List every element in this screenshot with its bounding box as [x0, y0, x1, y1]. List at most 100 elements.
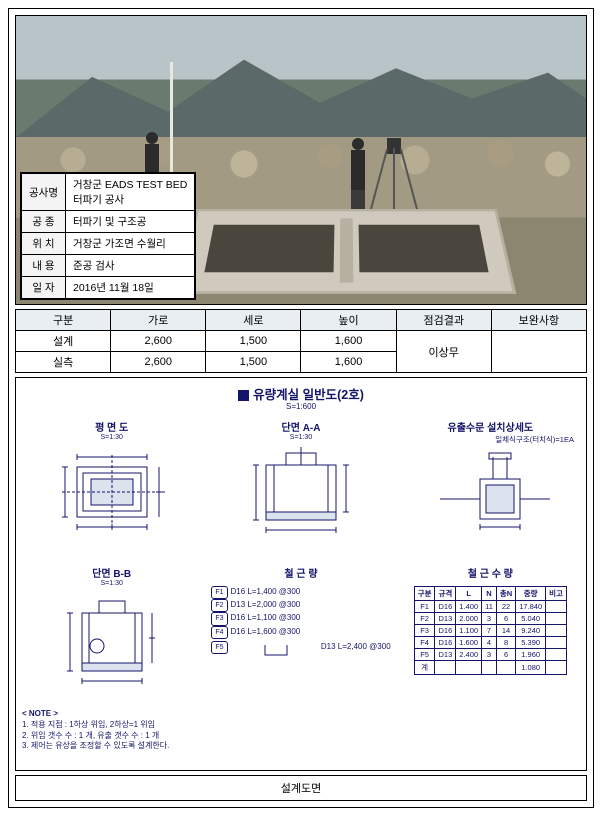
view-title: 단면 A-A: [211, 419, 390, 434]
qc: [546, 649, 567, 661]
qc: [496, 661, 515, 675]
qc: 3: [482, 613, 497, 625]
qh: 비고: [546, 587, 567, 601]
rebar-tag: F1: [211, 586, 227, 599]
view-title: 유출수문 설치상세도: [401, 419, 580, 434]
qh: 중량: [516, 587, 546, 601]
rebar-text: D13 L=2,000 @300: [231, 600, 301, 609]
dt-rowlabel: 설계: [16, 331, 111, 352]
qc: 1.400: [456, 601, 482, 613]
title-bullet-icon: [238, 390, 249, 401]
quantity-table: 구분 규격 L N 총N 중량 비고 F1D161.400112217.840 …: [414, 586, 567, 675]
dt-rowlabel: 실측: [16, 352, 111, 373]
qc: [546, 661, 567, 675]
qc: 9.240: [516, 625, 546, 637]
view-title: 단면 B-B: [22, 565, 201, 580]
pi-label: 공 종: [22, 211, 66, 233]
drawing-caption: 설계도면: [16, 776, 587, 801]
section-b-view: 단면 B-B S=1:30: [22, 565, 201, 705]
dt-cell: 2,600: [111, 352, 206, 373]
concrete-pit: [177, 209, 517, 294]
rebar-tag: F2: [211, 599, 227, 612]
pi-value: 거창군 EADS TEST BED 터파기 공사: [65, 174, 194, 211]
qc: 2.000: [456, 613, 482, 625]
note-line: 2. 위임 갯수 수 : 1 개, 유출 갯수 수 : 1 개: [22, 731, 580, 742]
qc: F3: [414, 625, 435, 637]
qc: F2: [414, 613, 435, 625]
rebar-view: 철 근 량 F1D16 L=1,400 @300 F2D13 L=2,000 @…: [211, 565, 390, 705]
dt-cell: 1,500: [206, 331, 301, 352]
qc: D16: [435, 625, 456, 637]
qh: 구분: [414, 587, 435, 601]
qc: D16: [435, 601, 456, 613]
surveyor-2: [347, 138, 369, 218]
notes-title: < NOTE >: [22, 709, 580, 720]
qc: D16: [435, 637, 456, 649]
view-title: 철 근 수 량: [401, 565, 580, 580]
qc: [482, 661, 497, 675]
survey-tripod: [369, 138, 419, 218]
qh: 규격: [435, 587, 456, 601]
pi-value: 2016년 11월 18일: [65, 277, 194, 299]
qc: 4: [482, 637, 497, 649]
drawing-title: 유량계실 일반도(2호): [22, 382, 580, 403]
rebar-text: D16 L=1,600 @300: [231, 627, 301, 636]
drawing-title-text: 유량계실 일반도(2호): [253, 388, 364, 402]
rebar-list: F1D16 L=1,400 @300 F2D13 L=2,000 @300 F3…: [211, 586, 390, 657]
qc: 8: [496, 637, 515, 649]
dt-note: [491, 331, 586, 373]
pi-label: 위 치: [22, 233, 66, 255]
rebar-text: D13 L=2,400 @300: [321, 641, 391, 654]
drawing-scale: S=1:600: [22, 402, 580, 411]
qc: 5.040: [516, 613, 546, 625]
qc: [435, 661, 456, 675]
measurement-table: 구분 가로 세로 높이 점검결과 보완사항 설계 2,600 1,500 1,6…: [15, 309, 587, 373]
rebar-text: D16 L=1,100 @300: [231, 613, 301, 622]
pi-value: 준공 검사: [65, 255, 194, 277]
qc: 5.390: [516, 637, 546, 649]
qc: 11: [482, 601, 497, 613]
qc: [546, 601, 567, 613]
section-a-view: 단면 A-A S=1:30: [211, 419, 390, 559]
dt-h: 구분: [16, 310, 111, 331]
view-title: 평 면 도: [22, 419, 201, 434]
document-frame: 공사명 거창군 EADS TEST BED 터파기 공사 공 종 터파기 및 구…: [8, 8, 594, 808]
qc: [546, 637, 567, 649]
qh: N: [482, 587, 497, 601]
qc: 17.840: [516, 601, 546, 613]
qc: F4: [414, 637, 435, 649]
qc: 6: [496, 613, 515, 625]
rebar-tag: F4: [211, 626, 227, 639]
view-sub: S=1:30: [211, 434, 390, 441]
pi-label: 내 용: [22, 255, 66, 277]
dt-cell: 2,600: [111, 331, 206, 352]
caption-row: 설계도면: [15, 775, 587, 801]
dt-cell: 1,600: [301, 331, 396, 352]
site-photo: 공사명 거창군 EADS TEST BED 터파기 공사 공 종 터파기 및 구…: [15, 15, 587, 305]
view-sub: S=1:30: [22, 580, 201, 587]
dt-check: 이상무: [396, 331, 491, 373]
quantity-view: 철 근 수 량 구분 규격 L N 총N 중량 비고 F1D161.400112…: [401, 565, 580, 705]
dt-h: 높이: [301, 310, 396, 331]
dt-cell: 1,600: [301, 352, 396, 373]
qc: 6: [496, 649, 515, 661]
qh: 총N: [496, 587, 515, 601]
drawing-notes: < NOTE > 1. 적용 지점 : 1하상 위임, 2하상=1 위임 2. …: [22, 709, 580, 752]
rebar-tag: F5: [211, 641, 227, 654]
qc: [546, 625, 567, 637]
qc: 1.960: [516, 649, 546, 661]
qc: 계: [414, 661, 435, 675]
drawing-views-grid: 평 면 도 S=1:30: [22, 419, 580, 705]
qc: [546, 613, 567, 625]
view-title: 철 근 량: [211, 565, 390, 580]
qc: 22: [496, 601, 515, 613]
gate-detail-view: 유출수문 설치상세도 일체식구조(터치식)=1EA: [401, 419, 580, 559]
pi-label: 공사명: [22, 174, 66, 211]
qh: L: [456, 587, 482, 601]
note-line: 1. 적용 지점 : 1하상 위임, 2하상=1 위임: [22, 720, 580, 731]
qc: 7: [482, 625, 497, 637]
dt-h: 보완사항: [491, 310, 586, 331]
pi-value: 터파기 및 구조공: [65, 211, 194, 233]
plan-view: 평 면 도 S=1:30: [22, 419, 201, 559]
qc: D13: [435, 649, 456, 661]
